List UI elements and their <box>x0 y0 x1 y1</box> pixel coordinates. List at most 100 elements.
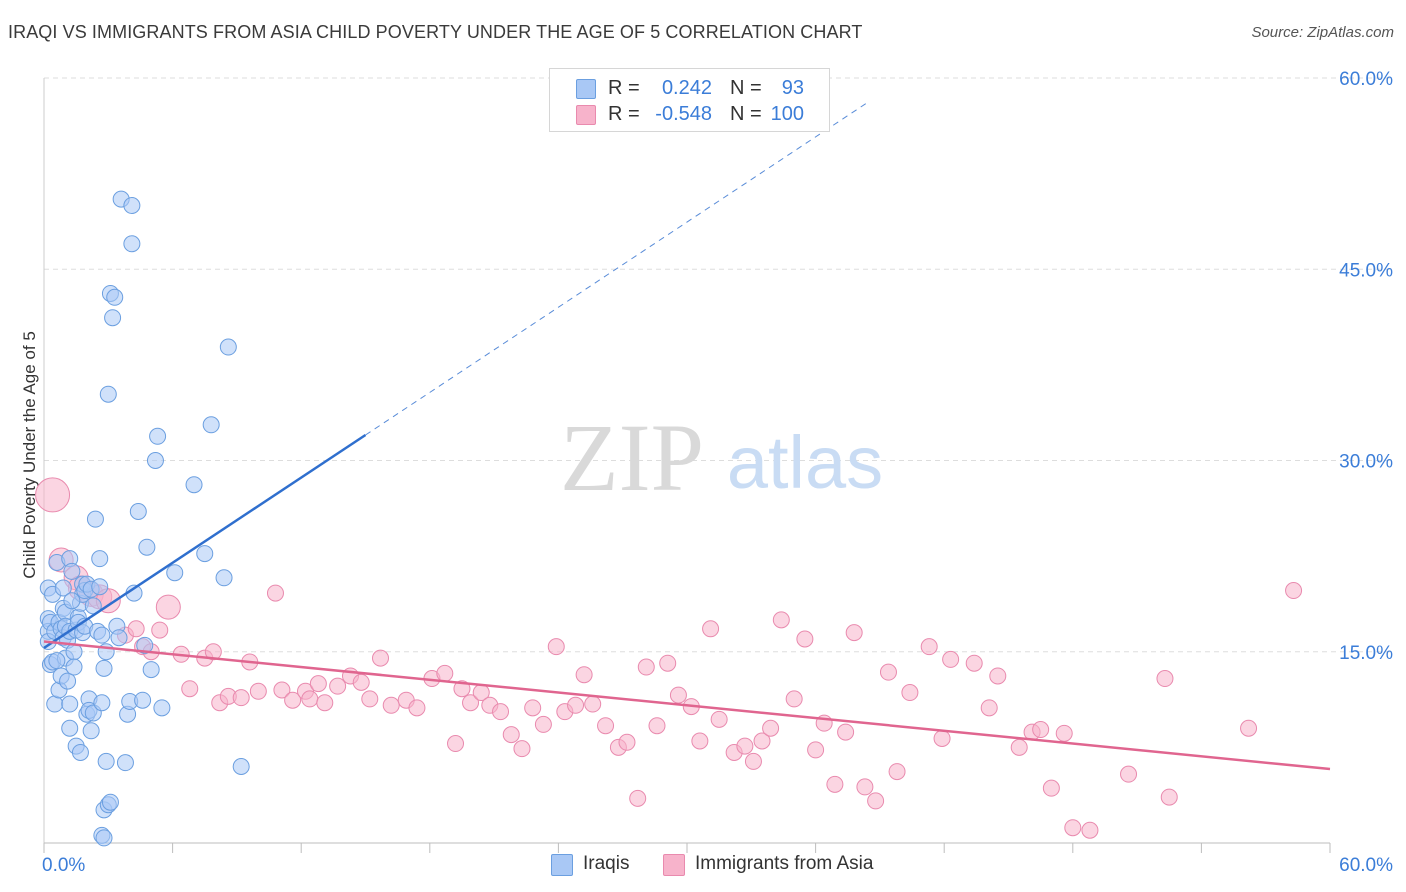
asia-point <box>547 638 565 656</box>
asia-point <box>1285 582 1303 600</box>
iraqis-point <box>93 694 111 712</box>
legend-n-label: N = <box>730 103 762 125</box>
asia-point <box>933 729 951 747</box>
asia-point <box>669 686 687 704</box>
iraqis-point <box>110 629 128 647</box>
iraqis-point <box>93 626 111 644</box>
legend-n-value: 93 <box>781 77 804 99</box>
asia-point <box>1120 765 1138 783</box>
iraqis-point <box>95 659 113 677</box>
asia-point <box>408 699 426 717</box>
asia-point <box>796 630 814 648</box>
asia-point <box>151 621 169 639</box>
iraqis-point <box>149 427 167 445</box>
asia-point <box>462 694 480 712</box>
iraqis-point <box>91 578 109 596</box>
iraqis-point <box>153 699 171 717</box>
iraqis-point <box>99 385 117 403</box>
iraqis-trend-line <box>43 433 367 649</box>
tick-labels: 15.0% 30.0% 45.0% 60.0% 0.0% 60.0% <box>42 69 1393 876</box>
asia-point <box>702 620 720 638</box>
asia-point <box>597 717 615 735</box>
asia-point <box>845 624 863 642</box>
asia-point <box>1156 670 1174 688</box>
asia-point <box>382 696 400 714</box>
asia-point <box>901 684 919 702</box>
asia-point <box>965 654 983 672</box>
asia-point <box>736 737 754 755</box>
asia-point <box>837 723 855 741</box>
iraqis-point <box>134 691 152 709</box>
iraqis-point <box>136 636 154 654</box>
iraqis-point <box>65 658 83 676</box>
asia-point <box>989 667 1007 685</box>
asia-point <box>502 726 520 744</box>
asia-point <box>584 695 602 713</box>
iraqis-point <box>61 719 79 737</box>
source-label: Source: ZipAtlas.com <box>1251 24 1394 41</box>
legend-label-iraqis: Iraqis <box>583 853 630 874</box>
asia-point <box>513 740 531 758</box>
iraqis-point <box>138 538 156 556</box>
iraqis-point <box>63 592 81 610</box>
asia-point <box>127 620 145 638</box>
watermark-atlas: atlas <box>727 421 883 504</box>
asia-point <box>710 710 728 728</box>
asia-point <box>309 675 327 693</box>
asia-point <box>249 682 267 700</box>
legend-swatch-iraqis <box>551 854 573 876</box>
series-legend: Iraqis Immigrants from Asia <box>0 850 1406 878</box>
asia-point <box>807 741 825 759</box>
y-tick-label: 15.0% <box>1339 643 1393 664</box>
iraqis-point <box>91 550 109 568</box>
x-tick-label-max: 60.0% <box>1339 855 1393 876</box>
y-tick-label: 30.0% <box>1339 452 1393 473</box>
asia-point <box>637 658 655 676</box>
asia-point <box>204 643 222 661</box>
trend-lines <box>43 101 1331 771</box>
chart-title: IRAQI VS IMMIGRANTS FROM ASIA CHILD POVE… <box>8 22 863 42</box>
asia-point <box>575 666 593 684</box>
iraqis-point <box>95 829 113 847</box>
iraqis-point <box>123 197 141 214</box>
iraqis-point <box>166 564 184 582</box>
asia-point <box>35 477 71 513</box>
asia-points <box>35 477 1303 839</box>
legend-swatch-asia <box>663 854 685 876</box>
asia-point <box>980 699 998 717</box>
legend-r-label: R = <box>608 103 640 125</box>
asia-point <box>316 694 334 712</box>
asia-point <box>1081 821 1099 839</box>
asia-point <box>492 703 510 721</box>
iraqis-point <box>196 545 214 563</box>
iraqis-point <box>86 510 104 528</box>
iraqis-points <box>39 190 250 847</box>
axes <box>43 78 1331 853</box>
asia-point <box>691 732 709 750</box>
asia-point <box>867 792 885 810</box>
asia-point <box>534 715 552 733</box>
asia-point <box>453 680 471 698</box>
asia-point <box>744 752 762 770</box>
asia-point <box>567 696 585 714</box>
legend-r-label: R = <box>608 77 640 99</box>
asia-point <box>301 690 319 708</box>
asia-point <box>284 691 302 709</box>
iraqis-point <box>97 752 115 770</box>
iraqis-point <box>129 503 147 520</box>
iraqis-point <box>219 338 237 356</box>
asia-point <box>888 763 906 781</box>
asia-point <box>1042 779 1060 797</box>
iraqis-point <box>48 652 66 670</box>
asia-point <box>155 594 181 620</box>
asia-point <box>1032 721 1050 739</box>
iraqis-point <box>61 695 79 713</box>
asia-point <box>772 611 790 629</box>
iraqis-point <box>106 288 124 306</box>
legend-n-label: N = <box>730 77 762 99</box>
asia-point <box>352 673 370 691</box>
asia-point <box>273 681 291 699</box>
asia-point <box>266 584 284 602</box>
asia-point <box>753 732 771 750</box>
asia-point <box>1064 819 1082 837</box>
